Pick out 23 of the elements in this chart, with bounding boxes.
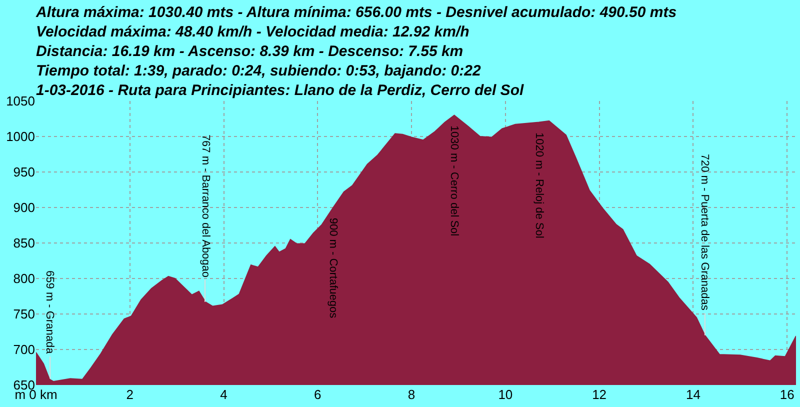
annotation: 720 m - Puerta de las Granadas <box>698 154 711 311</box>
y-tick-label: 950 <box>13 164 35 180</box>
y-tick-label: 1000 <box>6 129 35 144</box>
x-tick-label: 14 <box>686 387 700 402</box>
x-tick-label: 12 <box>592 387 607 402</box>
x-tick-label: 2 <box>126 387 134 402</box>
y-tick-label: 1050 <box>6 94 35 109</box>
y-tick-label: 800 <box>13 271 35 286</box>
y-tick-label: 750 <box>13 306 35 322</box>
annotation: 1020 m - Reloj de Sol <box>533 132 546 238</box>
annotation: 1030 m - Cerro del Sol <box>448 125 460 236</box>
x-tick-label: 8 <box>408 387 416 402</box>
annotation: 900 m - Cortafuegos <box>327 218 340 319</box>
y-tick-label: 850 <box>13 236 35 251</box>
x-tick-label: 16 <box>780 387 794 402</box>
annotation: 767 m - Barranco del Abogao <box>199 134 212 278</box>
x-tick-label: 10 <box>498 387 513 402</box>
x-tick-label: 6 <box>314 387 322 402</box>
y-tick-label: 900 <box>13 200 35 216</box>
chart-title: Altura máxima: 1030.40 mts - Altura mínima: 656.00 mts - Desnivel acumulado: 490.50 mts Velocidad máxima: 48.40 km/h - Velocidad media: 12.92 km/h Distancia: 16.19 km - Ascenso: 8.39 km - Descenso: 7.55 km Tiempo total: 1:39, parado: 0:24, subiendo: 0:53, bajando: 0:22 1-03-2016 - Ruta para Principiantes: Llano de la Perdiz, Cerro del Sol <box>35 4 677 99</box>
x-tick-label: 4 <box>220 387 228 402</box>
y-tick-label: 700 <box>13 342 35 358</box>
annotation: 659 m - Granada <box>44 270 56 355</box>
